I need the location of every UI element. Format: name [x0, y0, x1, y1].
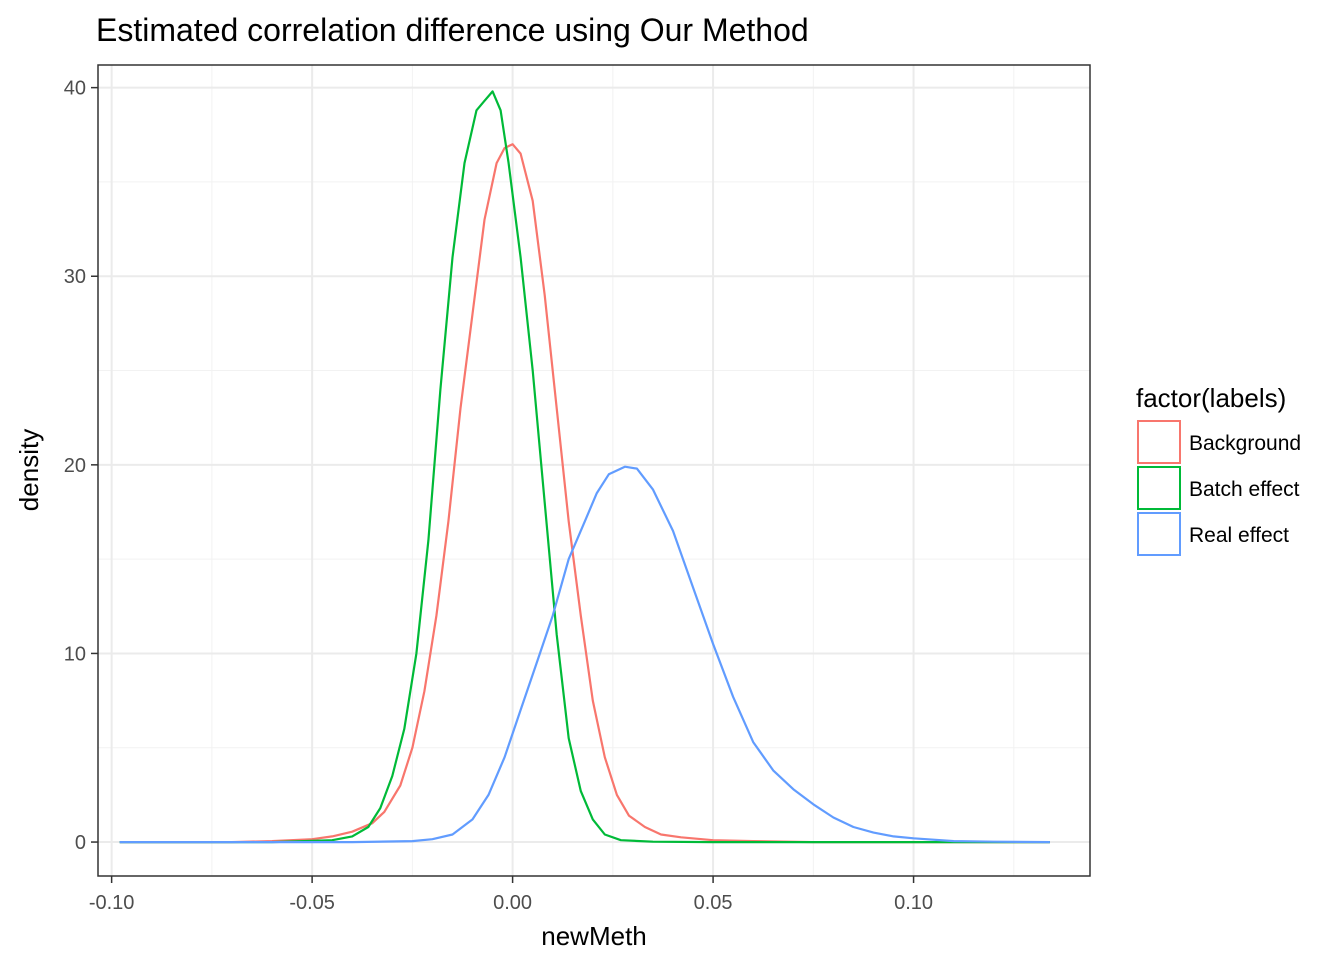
x-tick-label: -0.05	[289, 892, 335, 914]
legend-label: Background	[1189, 432, 1301, 455]
x-tick-label: 0.00	[493, 892, 532, 914]
x-tick-label: -0.10	[89, 892, 135, 914]
y-tick-label: 0	[75, 832, 86, 854]
density-curves	[119, 90, 1050, 844]
y-tick-label: 30	[64, 266, 86, 288]
legend-title: factor(labels)	[1136, 383, 1286, 413]
x-tick-label: 0.10	[894, 892, 933, 914]
plot-panel-border	[97, 64, 1091, 877]
y-tick-label: 20	[64, 455, 86, 477]
x-tick-label: 0.05	[694, 892, 733, 914]
grid-major	[98, 65, 1090, 876]
series-line-background	[119, 143, 1050, 844]
legend-key	[1137, 420, 1181, 464]
legend-key	[1137, 466, 1181, 510]
y-tick-label: 10	[64, 643, 86, 665]
legend-key	[1137, 512, 1181, 556]
y-tick-label: 40	[64, 78, 86, 100]
x-axis: -0.10 -0.05 0.00 0.05 0.10	[89, 876, 933, 914]
chart-title: Estimated correlation difference using O…	[96, 12, 809, 48]
legend-label: Batch effect	[1189, 478, 1300, 501]
x-axis-title: newMeth	[541, 921, 647, 951]
legend-label: Real effect	[1189, 524, 1289, 547]
grid-minor	[98, 65, 1090, 876]
series-line-real-effect	[119, 465, 1050, 844]
series-line-batch-effect	[119, 90, 1050, 844]
y-axis: 0 10 20 30 40	[64, 78, 98, 854]
legend: Background Batch effect Real effect	[1137, 420, 1301, 556]
y-axis-title: density	[14, 429, 44, 511]
